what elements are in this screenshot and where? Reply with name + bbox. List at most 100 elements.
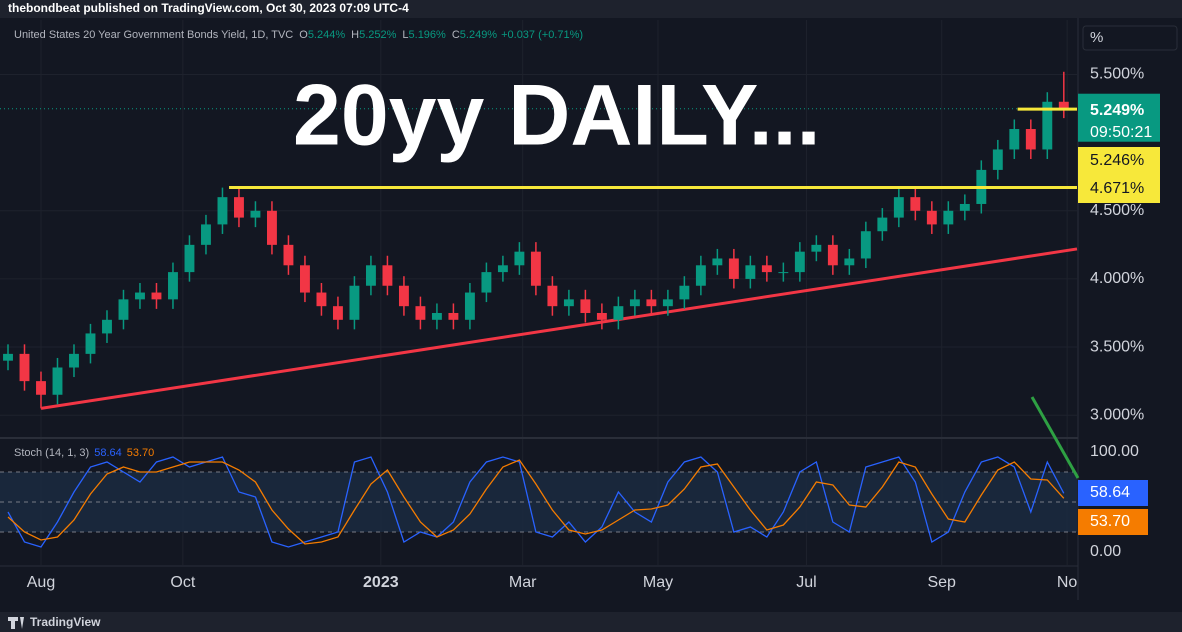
legend-value: 5.244% xyxy=(308,29,346,41)
candle-body xyxy=(662,299,673,307)
candle-body xyxy=(349,285,360,320)
x-tick-label: May xyxy=(643,574,673,591)
candle-body xyxy=(679,285,690,300)
stoch-title: Stoch (14, 1, 3) xyxy=(14,447,89,459)
x-tick-label: Aug xyxy=(27,574,55,591)
percent-button-label[interactable]: % xyxy=(1090,29,1103,46)
hline-label: 4.671% xyxy=(1090,180,1144,197)
x-tick-label: No xyxy=(1057,574,1078,591)
candle-body xyxy=(118,299,129,320)
candle-body xyxy=(36,381,46,395)
last-price-label: 5.249% xyxy=(1090,102,1144,119)
stoch-tick-label: 0.00 xyxy=(1090,543,1121,560)
footer: TradingView xyxy=(30,615,101,629)
last-price-box xyxy=(1078,93,1160,142)
candle-body xyxy=(514,251,525,266)
stoch-value-label: 58.64 xyxy=(1090,484,1130,501)
header-bar xyxy=(0,0,1182,18)
candle-body xyxy=(3,353,13,361)
trendline xyxy=(40,247,1078,410)
candle-body xyxy=(201,224,211,245)
candle-body xyxy=(943,210,954,225)
candle-body xyxy=(135,292,145,300)
candle-body xyxy=(365,265,376,286)
candle-body xyxy=(910,197,921,211)
candle-body xyxy=(234,197,244,218)
candle-body xyxy=(728,258,739,279)
candle-body xyxy=(959,203,970,211)
candle-body xyxy=(250,210,261,218)
candle-body xyxy=(877,217,888,232)
candle-body xyxy=(613,306,624,320)
candle-body xyxy=(151,292,162,300)
hline-label-box xyxy=(1078,147,1160,175)
x-tick-label: 2023 xyxy=(363,574,399,591)
x-tick-label: Mar xyxy=(509,574,537,591)
hline-label: 5.246% xyxy=(1090,152,1144,169)
candle-body xyxy=(316,292,327,307)
candle-body xyxy=(794,251,805,273)
stoch-legend: Stoch (14, 1, 3) 58.64 53.70 xyxy=(14,447,154,459)
legend-key: O xyxy=(299,29,308,41)
legend-value: 5.249% xyxy=(460,29,498,41)
candle-body xyxy=(1042,101,1053,150)
candle-body xyxy=(69,353,79,368)
candle-body xyxy=(168,272,178,300)
stoch-line xyxy=(7,459,1065,545)
legend-value: 5.252% xyxy=(359,29,397,41)
candle-body xyxy=(332,306,343,320)
candle-body xyxy=(811,244,822,252)
candle-body xyxy=(267,210,277,245)
candle-body xyxy=(1025,129,1036,150)
candle-body xyxy=(398,285,409,307)
candle-body xyxy=(712,258,723,266)
candle-body xyxy=(844,258,855,266)
candle-body xyxy=(464,292,475,320)
candle-body xyxy=(745,265,756,279)
stoch-legend-value: 53.70 xyxy=(127,447,155,459)
candle-body xyxy=(431,312,442,320)
candle-body xyxy=(1009,129,1020,150)
legend: United States 20 Year Government Bonds Y… xyxy=(14,29,583,41)
percent-button[interactable] xyxy=(1082,25,1178,51)
candle-body xyxy=(299,265,310,293)
hline-label-box xyxy=(1078,175,1160,203)
legend-key: H xyxy=(351,29,359,41)
candle-body xyxy=(283,244,294,266)
y-tick-label: 4.000% xyxy=(1090,270,1144,287)
candle-body xyxy=(217,197,228,225)
stoch-legend-value: 58.64 xyxy=(94,447,122,459)
candle-body xyxy=(827,244,838,266)
legend-symbol: United States 20 Year Government Bonds Y… xyxy=(14,29,293,41)
stoch-tick-label: 100.00 xyxy=(1090,443,1139,460)
legend-value: 5.196% xyxy=(409,29,447,41)
y-tick-label: 3.000% xyxy=(1090,406,1144,423)
stoch-value-box xyxy=(1078,480,1148,506)
logo xyxy=(8,617,24,629)
legend-change: +0.037 (+0.71%) xyxy=(501,29,583,41)
candle-body xyxy=(992,149,1003,170)
candle-body xyxy=(893,197,904,218)
header: thebondbeat published on TradingView.com… xyxy=(8,1,409,15)
y-tick-label: 5.500% xyxy=(1090,66,1144,83)
x-tick-label: Jul xyxy=(796,574,816,591)
candle-body xyxy=(860,231,871,259)
candle-body xyxy=(629,299,640,307)
candle-body xyxy=(646,299,657,307)
candle-body xyxy=(547,285,558,307)
candle-body xyxy=(497,265,508,273)
candle-body xyxy=(52,367,63,395)
candle-body xyxy=(415,306,426,320)
candle-body xyxy=(1058,101,1069,109)
annotation-arrow xyxy=(1030,396,1080,479)
y-tick-label: 4.500% xyxy=(1090,202,1144,219)
candle-body xyxy=(596,312,607,320)
candle-body xyxy=(102,319,112,334)
legend-key: C xyxy=(452,29,460,41)
candle-body xyxy=(382,265,393,286)
candle-body xyxy=(530,251,541,286)
footer-bar xyxy=(0,612,1182,632)
x-tick-label: Oct xyxy=(170,574,195,591)
stoch-value-box xyxy=(1078,509,1148,535)
